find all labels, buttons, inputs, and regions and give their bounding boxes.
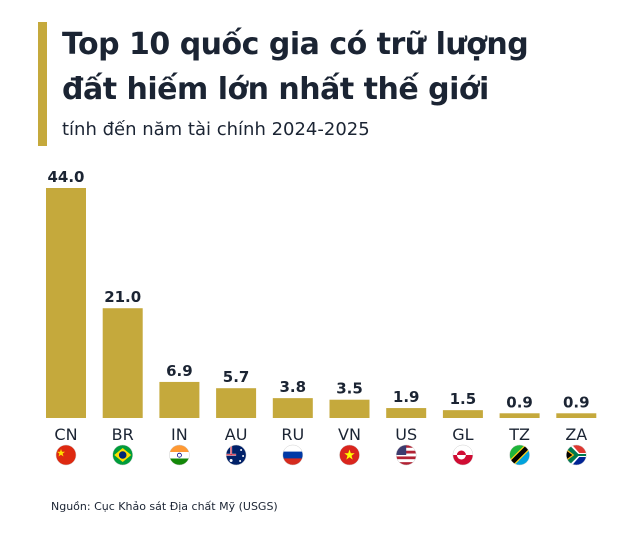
category-label-br: BR	[112, 425, 134, 444]
south-africa-flag-icon	[566, 445, 587, 465]
value-label-au: 5.7	[223, 368, 250, 386]
bar-in	[159, 381, 200, 418]
value-label-za: 0.9	[563, 393, 590, 411]
value-label-us: 1.9	[393, 388, 420, 406]
category-label-us: US	[395, 425, 417, 444]
category-label-in: IN	[171, 425, 188, 444]
bar-gl	[442, 410, 483, 418]
vietnam-flag-icon	[339, 445, 360, 465]
usa-flag-icon	[396, 445, 417, 465]
bar-tz	[499, 413, 540, 418]
bar-ru	[272, 398, 313, 418]
category-label-ru: RU	[281, 425, 304, 444]
chart-subtitle: tính đến năm tài chính 2024-2025	[62, 119, 370, 140]
australia-flag-icon	[226, 445, 247, 465]
title-accent-bar	[38, 22, 47, 146]
value-label-ru: 3.8	[280, 378, 307, 396]
india-flag-icon	[169, 445, 190, 465]
russia-flag-icon	[282, 445, 303, 465]
value-label-in: 6.9	[166, 362, 193, 380]
bar-br	[102, 308, 143, 418]
bar-au	[216, 388, 257, 418]
category-label-vn: VN	[338, 425, 361, 444]
category-label-tz: TZ	[508, 425, 530, 444]
greenland-flag-icon	[452, 445, 473, 465]
value-label-cn: 44.0	[47, 168, 84, 186]
bar-vn	[329, 399, 370, 418]
category-label-gl: GL	[452, 425, 473, 444]
bar-cn	[46, 188, 86, 418]
chart-title-line-2: đất hiếm lớn nhất thế giới	[62, 72, 489, 107]
chart-title-line-1: Top 10 quốc gia có trữ lượng	[62, 27, 529, 62]
category-label-au: AU	[225, 425, 248, 444]
tanzania-flag-icon	[509, 445, 530, 465]
china-flag-icon	[56, 445, 76, 465]
source-note: Nguồn: Cục Khảo sát Địa chất Mỹ (USGS)	[51, 500, 278, 513]
chart-title: Top 10 quốc gia có trữ lượng đất hiếm lớ…	[62, 22, 622, 112]
brazil-flag-icon	[112, 445, 133, 465]
bar-za	[556, 413, 597, 418]
category-label-cn: CN	[54, 425, 77, 444]
value-label-tz: 0.9	[506, 393, 533, 411]
value-label-gl: 1.5	[450, 390, 477, 408]
category-label-za: ZA	[565, 425, 587, 444]
bar-us	[386, 408, 427, 418]
value-label-br: 21.0	[104, 288, 141, 306]
value-label-vn: 3.5	[336, 380, 363, 398]
